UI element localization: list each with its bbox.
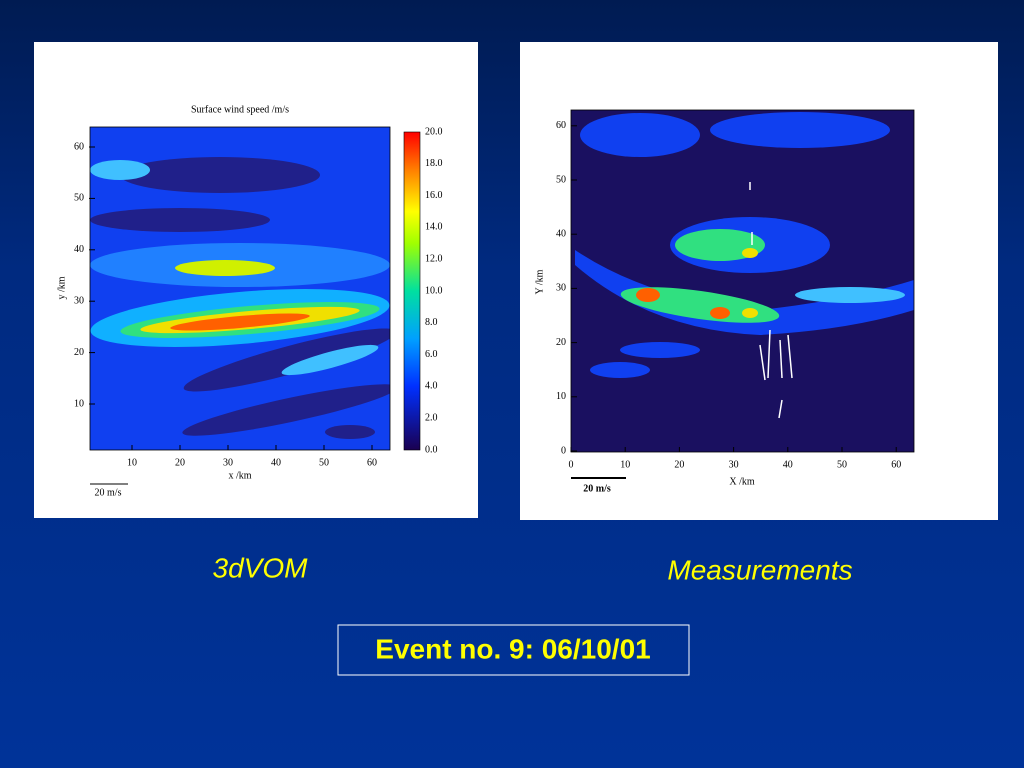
- y-tick-label: 10: [74, 398, 84, 409]
- x-tick-label: 20: [175, 457, 185, 468]
- right-plot-frame: [570, 109, 915, 453]
- left-plot-frame: [89, 126, 391, 451]
- plot-title: Surface wind speed /m/s: [191, 104, 289, 115]
- measured-field: [571, 110, 914, 452]
- colorbar-label: 18.0: [425, 158, 443, 169]
- colorbar-label: 10.0: [425, 285, 443, 296]
- y-axis-label: y /km: [56, 276, 67, 299]
- colorbar-label: 20.0: [425, 126, 443, 137]
- x-tick-label: 50: [837, 459, 847, 470]
- y-tick-label: 50: [556, 174, 566, 185]
- colorbar-label: 6.0: [425, 349, 438, 360]
- scale-label: 20 m/s: [583, 483, 611, 494]
- y-tick-label: 30: [74, 295, 84, 306]
- x-tick-label: 30: [729, 459, 739, 470]
- caption: 3dVOM: [213, 552, 309, 583]
- y-tick-label: 30: [556, 283, 566, 294]
- x-tick-label: 0: [569, 459, 574, 470]
- x-tick-label: 60: [367, 457, 377, 468]
- x-tick-label: 60: [891, 459, 901, 470]
- footer-box: [337, 624, 690, 676]
- colorbar-label: 4.0: [425, 381, 438, 392]
- y-tick-label: 50: [74, 193, 84, 204]
- colorbar-label: 0.0: [425, 444, 438, 455]
- wind-vectors: [749, 182, 793, 419]
- colorbar-label: 16.0: [425, 190, 443, 201]
- x-tick-label: 40: [783, 459, 793, 470]
- colorbar-label: 14.0: [425, 222, 443, 233]
- x-tick-label: 10: [127, 457, 137, 468]
- colorbar-label: 12.0: [425, 253, 443, 264]
- caption: Measurements: [667, 554, 852, 585]
- x-tick-label: 40: [271, 457, 281, 468]
- x-axis-label: X /km: [729, 476, 755, 487]
- y-tick-label: 60: [556, 120, 566, 131]
- model-field: [90, 127, 390, 450]
- y-tick-label: 60: [74, 141, 84, 152]
- y-tick-label: 40: [556, 228, 566, 239]
- y-axis-label: Y /km: [534, 269, 545, 294]
- x-tick-label: 10: [620, 459, 630, 470]
- colorbar: [403, 131, 421, 451]
- y-tick-label: 20: [556, 337, 566, 348]
- colorbar-label: 2.0: [425, 412, 438, 423]
- scale-label: 20 m/s: [95, 487, 122, 498]
- y-tick-label: 0: [561, 445, 566, 456]
- footer: Event no. 9: 06/10/01: [375, 633, 650, 664]
- y-tick-label: 20: [74, 347, 84, 358]
- colorbar-label: 8.0: [425, 317, 438, 328]
- x-axis-label: x /km: [228, 470, 251, 481]
- y-tick-label: 10: [556, 391, 566, 402]
- y-tick-label: 40: [74, 244, 84, 255]
- x-tick-label: 50: [319, 457, 329, 468]
- x-tick-label: 20: [674, 459, 684, 470]
- x-tick-label: 30: [223, 457, 233, 468]
